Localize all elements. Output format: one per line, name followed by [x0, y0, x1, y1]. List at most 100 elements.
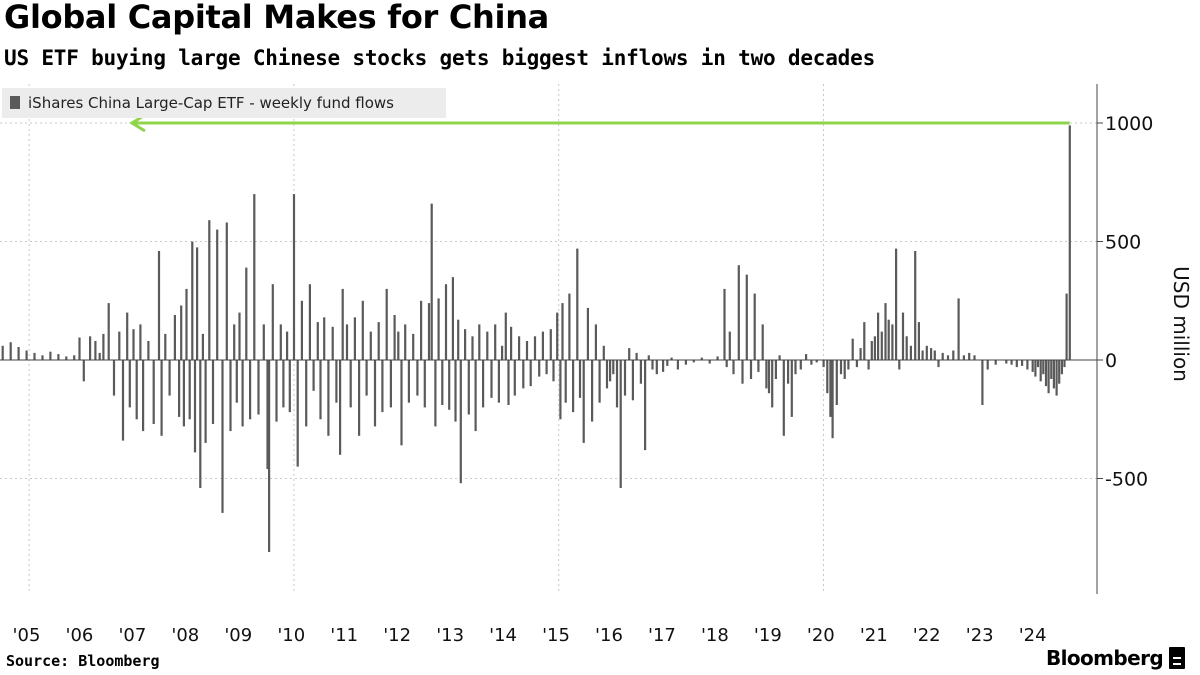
bar-9 — [73, 355, 76, 360]
legend-swatch — [10, 96, 20, 109]
bar-11 — [82, 360, 85, 382]
bar-113 — [464, 329, 467, 360]
bar-82 — [349, 360, 352, 408]
legend-background — [2, 88, 446, 118]
bar-40 — [196, 247, 199, 360]
bar-146 — [582, 360, 585, 443]
bar-185 — [761, 324, 764, 360]
bar-151 — [602, 345, 605, 360]
bar-1 — [9, 342, 12, 360]
bar-96 — [404, 324, 407, 360]
bar-12 — [89, 336, 92, 360]
bar-79 — [339, 360, 342, 455]
bar-125 — [507, 360, 510, 405]
bar-131 — [529, 360, 532, 387]
bar-115 — [471, 336, 474, 360]
bloomberg-terminal-icon — [1169, 647, 1186, 669]
bar-65 — [286, 331, 289, 360]
bar-29 — [160, 360, 163, 436]
bar-253 — [1050, 360, 1053, 379]
bar-36 — [185, 288, 188, 360]
bar-202 — [831, 360, 834, 439]
bar-143 — [572, 360, 575, 413]
bar-53 — [241, 360, 244, 427]
bar-231 — [941, 352, 944, 360]
bar-177 — [728, 331, 731, 360]
bar-67 — [292, 194, 296, 360]
bar-237 — [973, 355, 976, 360]
bar-239 — [986, 360, 989, 370]
bar-181 — [745, 274, 748, 360]
bar-2 — [17, 347, 20, 360]
bar-152 — [605, 360, 609, 389]
bar-175 — [723, 288, 726, 360]
bar-236 — [968, 352, 971, 360]
bar-8 — [65, 356, 68, 360]
bar-48 — [225, 222, 228, 360]
x-tick-label-13: '18 — [701, 625, 729, 644]
bar-13 — [94, 341, 97, 360]
bar-62 — [275, 360, 278, 422]
bar-207 — [851, 338, 854, 360]
x-tick-label-2: '07 — [118, 625, 146, 644]
bar-259 — [1065, 293, 1068, 360]
x-tick-label-15: '20 — [807, 625, 835, 644]
bar-19 — [121, 360, 125, 441]
source-note: Source: Bloomberg — [6, 652, 160, 670]
bar-222 — [905, 336, 908, 360]
bar-107 — [444, 284, 448, 360]
y-axis-title: USD million — [1169, 266, 1193, 382]
bar-140 — [561, 303, 564, 360]
bar-216 — [884, 303, 887, 360]
bar-84 — [358, 360, 361, 436]
bar-157 — [623, 360, 627, 396]
bar-20 — [126, 312, 129, 360]
bar-191 — [782, 360, 785, 436]
bar-217 — [887, 319, 890, 360]
bar-series — [0, 125, 1097, 552]
bar-17 — [112, 360, 116, 396]
bar-252 — [1047, 360, 1050, 394]
bar-77 — [331, 326, 334, 360]
bar-192 — [787, 360, 790, 384]
bar-39 — [193, 360, 197, 453]
bar-188 — [771, 360, 774, 408]
bar-225 — [917, 322, 920, 360]
bar-134 — [541, 331, 544, 360]
bar-54 — [245, 267, 248, 360]
bar-241 — [1005, 360, 1008, 364]
bar-183 — [753, 293, 756, 360]
bar-176 — [725, 360, 728, 368]
bar-18 — [118, 331, 121, 360]
bar-148 — [591, 360, 594, 422]
x-tick-label-5: '10 — [277, 625, 305, 644]
bar-260 — [1068, 125, 1071, 361]
x-tick-label-0: '05 — [13, 625, 41, 644]
bar-159 — [631, 360, 634, 401]
grid-lines — [0, 84, 1097, 594]
bar-72 — [312, 360, 315, 391]
bar-214 — [877, 312, 880, 360]
bar-101 — [423, 360, 426, 408]
bar-99 — [416, 360, 419, 396]
bar-244 — [1021, 360, 1024, 366]
bar-256 — [1058, 360, 1061, 384]
bar-24 — [139, 324, 142, 360]
bar-52 — [238, 312, 241, 360]
bar-5 — [41, 355, 44, 360]
bar-224 — [914, 251, 917, 360]
bar-170 — [684, 360, 687, 365]
bar-247 — [1034, 360, 1037, 377]
bar-88 — [373, 360, 377, 427]
bar-63 — [279, 324, 282, 360]
bar-16 — [107, 303, 110, 360]
brand-name: Bloomberg — [1046, 646, 1164, 670]
bar-37 — [188, 360, 191, 420]
bar-238 — [981, 360, 984, 405]
bar-147 — [586, 307, 589, 360]
y-tick-label-1: 500 — [1105, 232, 1141, 254]
bar-186 — [765, 360, 768, 389]
bar-94 — [397, 331, 400, 360]
x-tick-label-1: '06 — [66, 625, 94, 644]
bar-206 — [847, 360, 850, 370]
